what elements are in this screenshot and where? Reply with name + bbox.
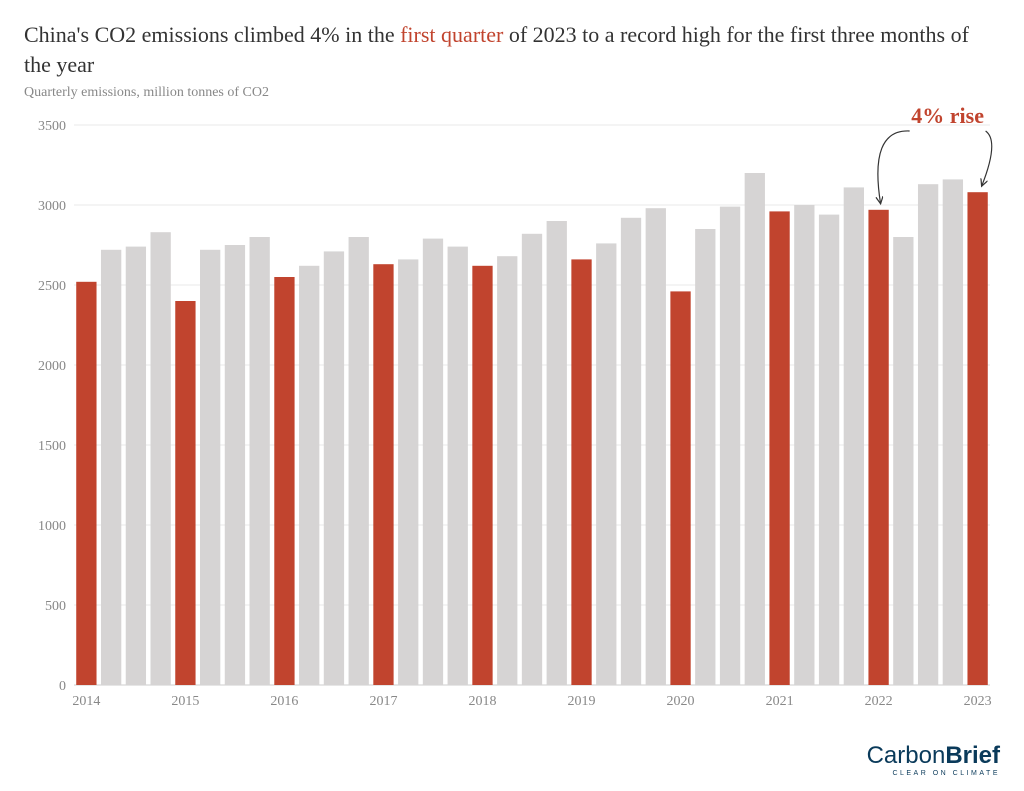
svg-text:2018: 2018 (468, 694, 496, 709)
logo: CarbonBrief CLEAR ON CLIMATE (867, 744, 1000, 777)
svg-text:1000: 1000 (38, 519, 66, 534)
bar (819, 215, 839, 685)
bar (670, 292, 690, 686)
bar (126, 247, 146, 685)
bar (349, 237, 369, 685)
bar (621, 218, 641, 685)
bar (646, 209, 666, 686)
svg-text:0: 0 (59, 679, 66, 694)
bar (918, 185, 938, 686)
chart-container: 0 500 1000 1500 2000 2500 3000 3500 2014 2015 2016… (24, 105, 1000, 715)
svg-text:4% rise: 4% rise (911, 105, 984, 128)
bar (547, 221, 567, 685)
bar (175, 301, 195, 685)
bar (101, 250, 121, 685)
bar (794, 205, 814, 685)
bar (150, 233, 170, 686)
bar (967, 193, 987, 686)
bar (720, 207, 740, 685)
bar (893, 237, 913, 685)
bar (299, 266, 319, 685)
title-pre: China's CO2 emissions climbed 4% in the (24, 22, 400, 47)
bar (522, 234, 542, 685)
svg-text:2500: 2500 (38, 279, 66, 294)
logo-main: CarbonBrief (867, 744, 1000, 768)
logo-tagline: CLEAR ON CLIMATE (867, 770, 1000, 777)
bar (695, 229, 715, 685)
bar (200, 250, 220, 685)
bar (76, 282, 96, 685)
svg-text:500: 500 (45, 599, 66, 614)
bar (769, 212, 789, 686)
svg-text:2017: 2017 (369, 694, 397, 709)
chart-subtitle: Quarterly emissions, million tonnes of C… (24, 85, 1000, 101)
bar (398, 260, 418, 686)
svg-text:2022: 2022 (865, 694, 893, 709)
bar (844, 188, 864, 686)
bar (943, 180, 963, 686)
bar (868, 210, 888, 685)
bar (571, 260, 591, 686)
svg-text:2023: 2023 (964, 694, 992, 709)
bar (497, 257, 517, 686)
svg-text:2000: 2000 (38, 359, 66, 374)
bar (373, 265, 393, 686)
bar (472, 266, 492, 685)
bar (745, 173, 765, 685)
bar (225, 245, 245, 685)
svg-text:2019: 2019 (568, 694, 596, 709)
title-highlight: first quarter (400, 22, 503, 47)
svg-text:2015: 2015 (171, 694, 199, 709)
bar (448, 247, 468, 685)
logo-part1: Carbon (867, 742, 946, 769)
svg-text:2016: 2016 (270, 694, 298, 709)
chart-title: China's CO2 emissions climbed 4% in the … (24, 20, 1000, 79)
logo-part2: Brief (945, 742, 1000, 769)
svg-text:2021: 2021 (766, 694, 794, 709)
bar (274, 277, 294, 685)
bar (423, 239, 443, 685)
bar-chart: 0 500 1000 1500 2000 2500 3000 3500 2014 2015 2016… (24, 105, 1000, 715)
svg-text:1500: 1500 (38, 439, 66, 454)
bar (596, 244, 616, 686)
svg-text:3000: 3000 (38, 199, 66, 214)
svg-text:2020: 2020 (667, 694, 695, 709)
bar (250, 237, 270, 685)
bar (324, 252, 344, 686)
svg-text:2014: 2014 (72, 694, 100, 709)
svg-text:3500: 3500 (38, 119, 66, 134)
